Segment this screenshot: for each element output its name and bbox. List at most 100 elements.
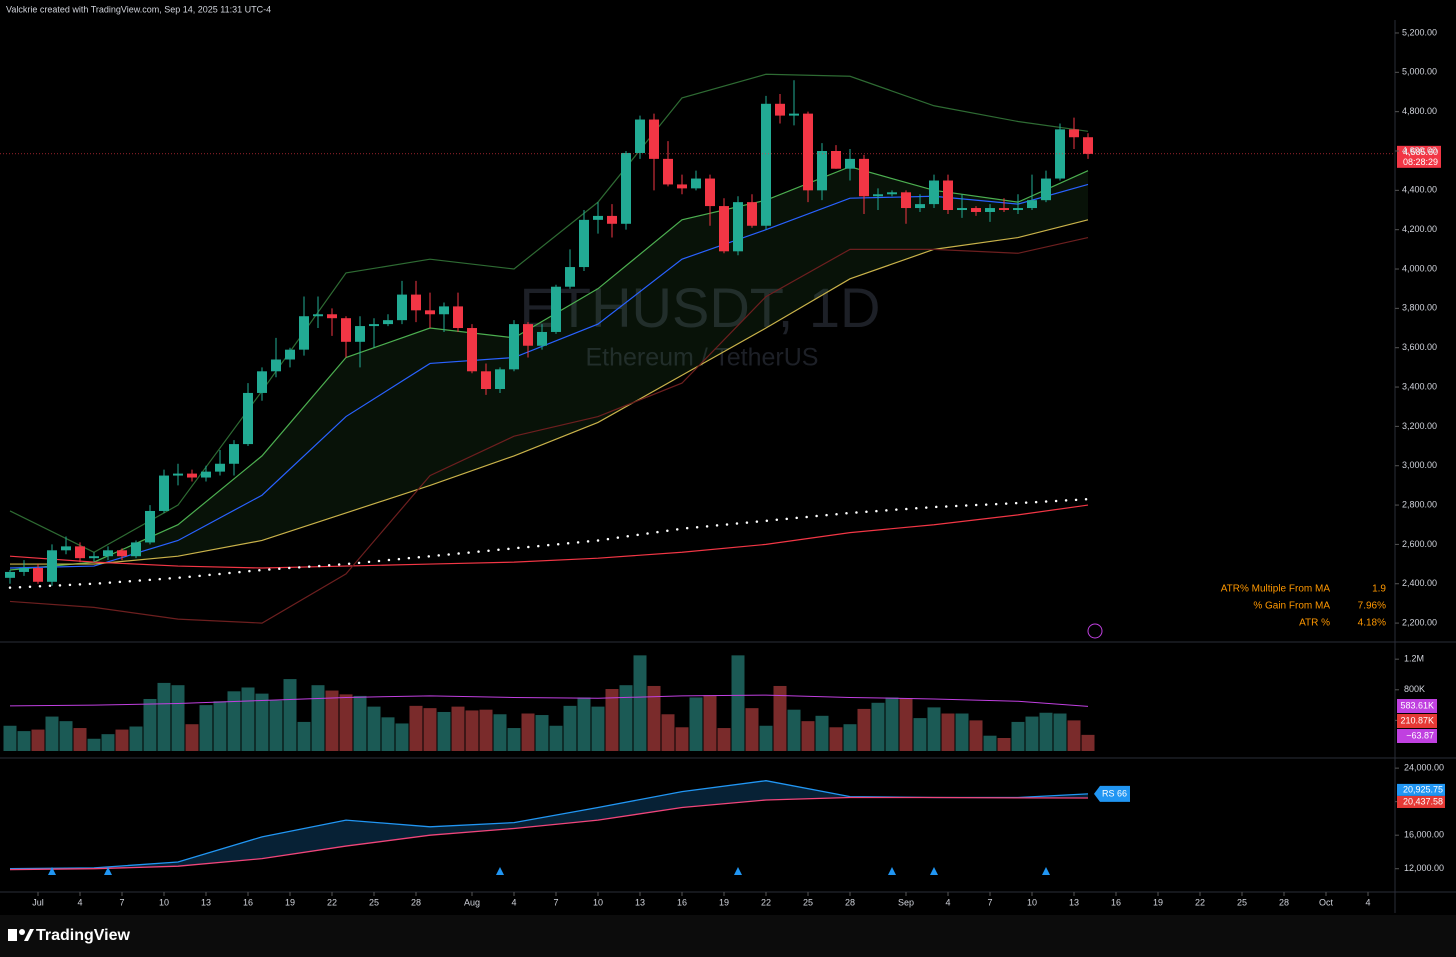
- volume-bar: [885, 697, 899, 751]
- volume-bar: [717, 728, 731, 751]
- volume-bar: [269, 700, 283, 751]
- volume-bar: [409, 705, 423, 751]
- volume-bar: [535, 715, 549, 751]
- volume-bar: [31, 729, 45, 751]
- candle-body: [341, 318, 351, 342]
- candle-body: [551, 286, 561, 332]
- volume-bar: [1039, 712, 1053, 751]
- volume-bar: [955, 713, 969, 751]
- candle-body: [439, 306, 449, 315]
- volume-bar: [1067, 720, 1081, 751]
- candle-body: [971, 208, 981, 212]
- candle-body: [705, 178, 715, 207]
- rs-signal: [48, 867, 56, 875]
- volume-bar: [745, 708, 759, 751]
- volume-bar: [1011, 721, 1025, 751]
- x-tick-label: 13: [1069, 897, 1079, 907]
- volume-label-box: [1397, 699, 1437, 713]
- x-tick-label: 19: [285, 897, 295, 907]
- candle-body: [593, 215, 603, 220]
- y-tick-label: 5,200.00: [1402, 27, 1437, 37]
- indicator-line: [9, 504, 1089, 569]
- candle-body: [761, 103, 771, 226]
- volume-bar: [115, 729, 129, 751]
- watermark-name: Ethereum / TetherUS: [586, 344, 819, 372]
- x-tick-label: Jul: [32, 897, 44, 907]
- volume-bar: [969, 720, 983, 751]
- candle-body: [635, 119, 645, 153]
- volume-bar: [591, 706, 605, 751]
- candle-body: [999, 208, 1009, 211]
- volume-ma: [9, 694, 1089, 707]
- candle-body: [75, 546, 85, 559]
- candle-body: [1055, 129, 1065, 179]
- x-tick-label: 13: [635, 897, 645, 907]
- x-tick-label: 10: [593, 897, 603, 907]
- volume-bar: [437, 711, 451, 751]
- candle-body: [887, 192, 897, 195]
- volume-bar: [45, 716, 59, 751]
- candle-body: [1041, 178, 1051, 201]
- candle-body: [145, 510, 155, 543]
- y-tick-label: 4,800.00: [1402, 106, 1437, 116]
- volume-bar: [549, 725, 563, 751]
- candle-body: [803, 113, 813, 191]
- volume-bar: [563, 705, 577, 751]
- volume-bar: [633, 655, 647, 751]
- candle-body: [481, 371, 491, 390]
- volume-bar: [1053, 713, 1067, 751]
- candle-body: [943, 180, 953, 211]
- volume-bar: [507, 728, 521, 751]
- y-tick-label: 3,600.00: [1402, 342, 1437, 352]
- x-tick-label: 7: [553, 897, 558, 907]
- volume-label: 210.87K: [1400, 715, 1434, 725]
- volume-bar: [185, 724, 199, 751]
- y-tick-label: 3,000.00: [1402, 460, 1437, 470]
- candle-body: [383, 320, 393, 325]
- price-box: [1397, 145, 1441, 168]
- volume-bar: [227, 691, 241, 751]
- rs-value-label: 20,925.75: [1403, 784, 1443, 794]
- candle-body: [299, 316, 309, 350]
- x-tick-label: 16: [677, 897, 687, 907]
- volume-bar: [73, 728, 87, 751]
- candle-body: [831, 151, 841, 169]
- alert-icon[interactable]: [1087, 623, 1103, 639]
- volume-bar: [157, 682, 171, 751]
- volume-bar: [311, 685, 325, 751]
- volume-bar: [801, 721, 815, 751]
- candle-body: [1013, 208, 1023, 211]
- volume-bar: [3, 725, 17, 751]
- volume-bar: [997, 737, 1011, 751]
- candle-body: [369, 324, 379, 327]
- candle-body: [607, 215, 617, 224]
- x-tick-label: 13: [201, 897, 211, 907]
- volume-bar: [59, 721, 73, 751]
- candle-body: [719, 206, 729, 252]
- y-tick-label: 3,400.00: [1402, 381, 1437, 391]
- volume-bar: [815, 715, 829, 751]
- volume-bar: [619, 685, 633, 751]
- volume-label-box: [1397, 714, 1437, 728]
- x-tick-label: Sep: [898, 897, 914, 907]
- volume-bar: [927, 707, 941, 751]
- candle-body: [453, 306, 463, 329]
- candle-body: [1027, 200, 1037, 209]
- rs-tick-label: 16,000.00: [1404, 830, 1444, 840]
- candle-body: [747, 202, 757, 226]
- volume-bar: [787, 709, 801, 751]
- candle-body: [397, 294, 407, 321]
- footer-bar: [0, 915, 1456, 957]
- x-tick-label: 25: [1237, 897, 1247, 907]
- volume-bar: [241, 687, 255, 751]
- y-tick-label: 2,400.00: [1402, 578, 1437, 588]
- volume-bar: [451, 706, 465, 751]
- candle-body: [355, 326, 365, 342]
- volume-bar: [423, 708, 437, 751]
- volume-bar: [17, 731, 31, 751]
- stat-label: ATR %: [1299, 618, 1330, 629]
- candle-body: [845, 158, 855, 169]
- y-tick-label: 5,000.00: [1402, 67, 1437, 77]
- y-tick-label: 4,600.00: [1402, 145, 1437, 155]
- x-tick-label: 4: [1365, 897, 1370, 907]
